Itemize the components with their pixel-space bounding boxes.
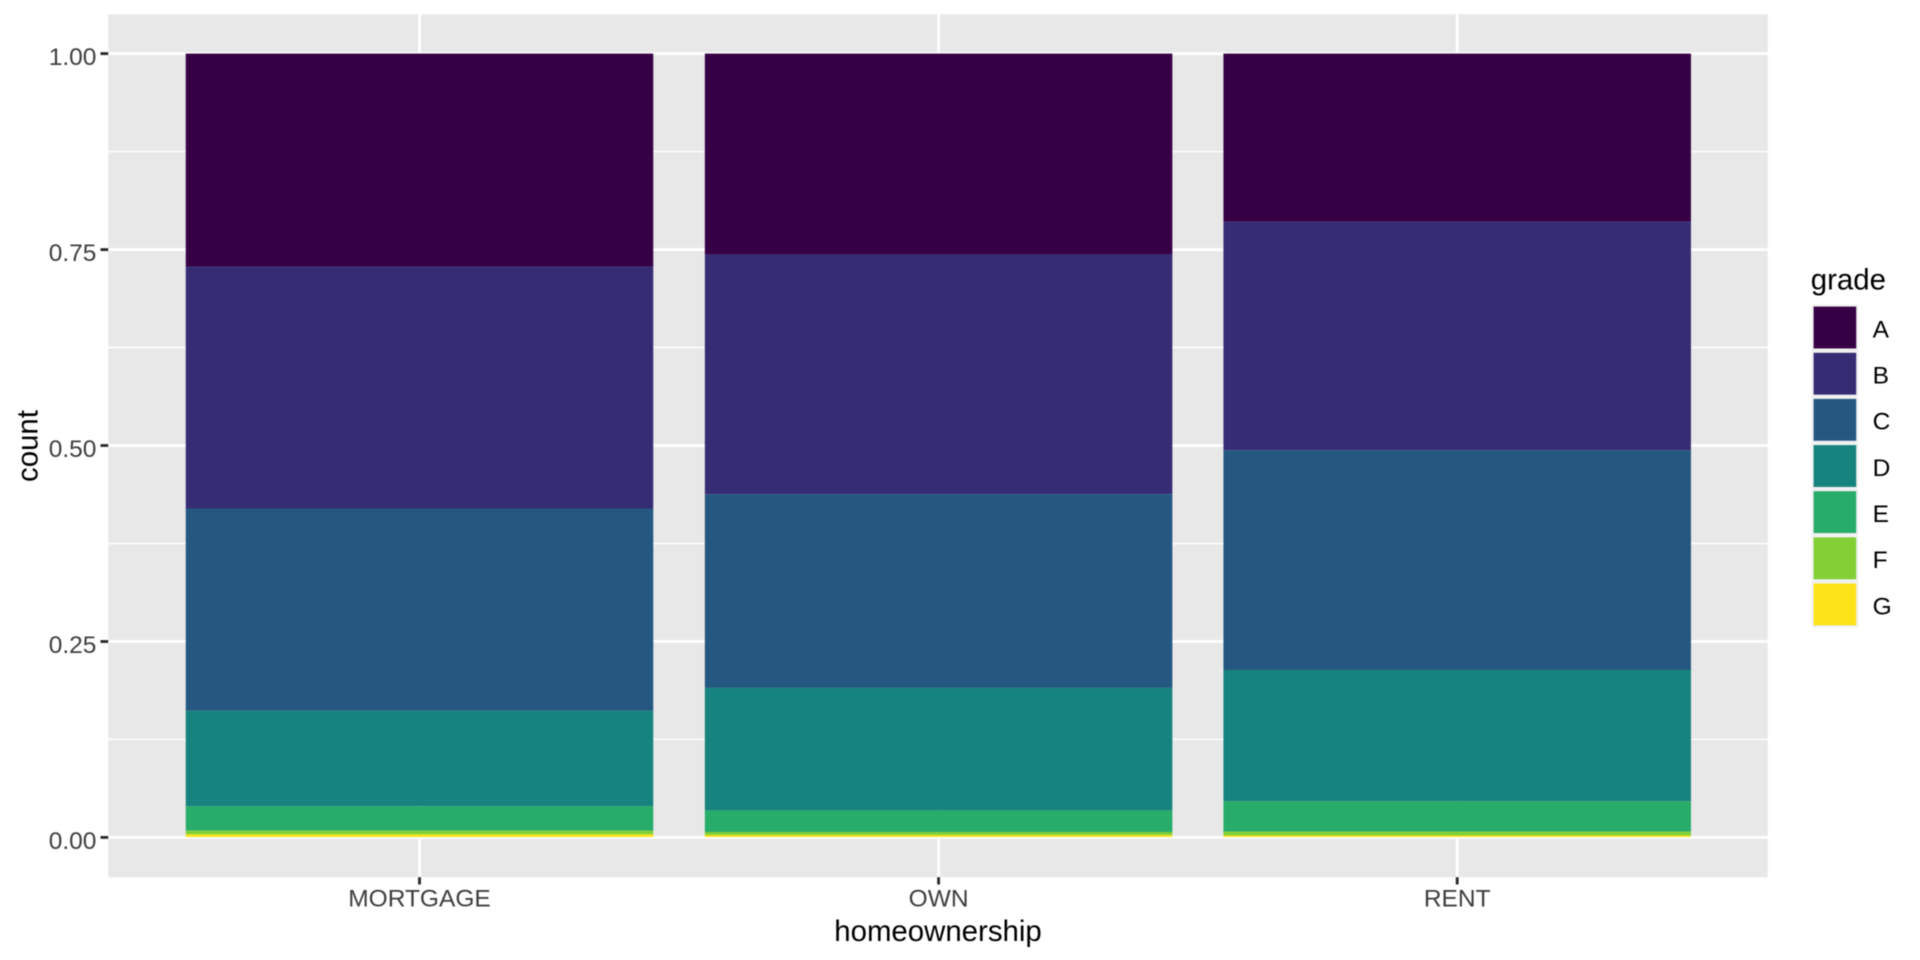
- svg-text:F: F: [1873, 547, 1888, 574]
- svg-text:RENT: RENT: [1424, 886, 1491, 913]
- svg-text:D: D: [1873, 455, 1891, 482]
- svg-text:E: E: [1873, 501, 1889, 528]
- svg-text:0.75: 0.75: [49, 240, 97, 267]
- svg-text:count: count: [12, 410, 45, 482]
- svg-text:G: G: [1873, 593, 1892, 620]
- svg-text:homeownership: homeownership: [834, 915, 1042, 948]
- svg-text:MORTGAGE: MORTGAGE: [348, 886, 490, 913]
- svg-text:C: C: [1873, 409, 1891, 436]
- svg-text:0.50: 0.50: [49, 436, 97, 463]
- svg-text:0.25: 0.25: [49, 632, 97, 659]
- svg-text:1.00: 1.00: [49, 44, 97, 71]
- svg-text:OWN: OWN: [909, 886, 969, 913]
- svg-text:grade: grade: [1811, 264, 1886, 297]
- svg-text:A: A: [1873, 316, 1890, 343]
- svg-text:B: B: [1873, 363, 1889, 390]
- svg-text:0.00: 0.00: [49, 828, 97, 855]
